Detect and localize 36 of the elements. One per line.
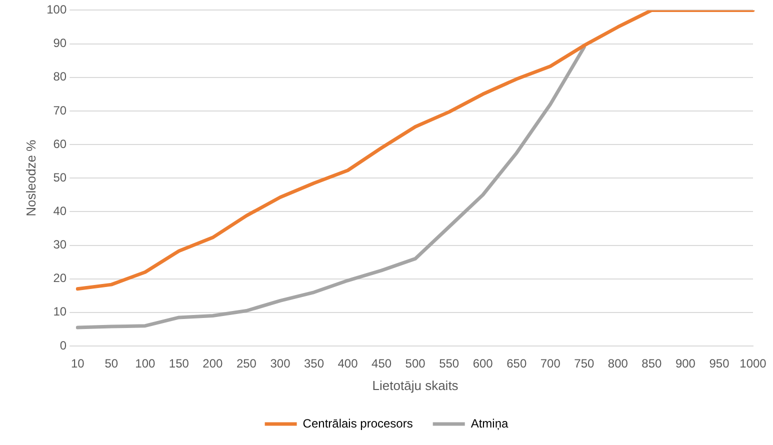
x-tick-label: 950	[709, 356, 730, 371]
y-tick-label: 60	[53, 136, 67, 151]
legend-label: Centrālais procesors	[302, 416, 413, 430]
x-tick-label: 400	[338, 356, 358, 371]
x-tick-label: 450	[372, 356, 392, 371]
x-tick-label: 150	[168, 356, 190, 371]
y-tick-label: 90	[53, 36, 67, 50]
legend-label: Atmiņa	[470, 416, 509, 430]
x-tick-label: 900	[675, 356, 696, 371]
x-tick-label: 200	[202, 356, 224, 371]
x-tick-label: 100	[135, 356, 156, 371]
x-tick-label: 50	[104, 356, 118, 371]
y-tick-label: 80	[53, 70, 67, 84]
y-tick-label: 30	[53, 238, 67, 252]
x-tick-label: 700	[540, 356, 561, 371]
y-tick-label: 20	[53, 271, 67, 286]
x-tick-label: 650	[506, 356, 527, 371]
x-tick-label: 300	[270, 356, 291, 371]
y-axis-title: Nosleodze %	[23, 139, 38, 216]
x-tick-label: 1000	[740, 356, 767, 371]
x-tick-label: 850	[642, 356, 662, 371]
y-tick-label: 100	[46, 2, 67, 17]
y-tick-label: 50	[53, 170, 67, 184]
y-tick-label: 70	[53, 103, 67, 118]
x-tick-label: 800	[608, 356, 628, 371]
y-tick-label: 10	[53, 304, 67, 319]
x-tick-label: 550	[439, 356, 460, 371]
x-tick-label: 250	[236, 356, 257, 371]
y-tick-label: 0	[60, 338, 67, 352]
y-tick-label: 40	[53, 204, 67, 218]
x-axis-title: Lietotāju skaits	[372, 378, 459, 393]
x-tick-label: 500	[405, 356, 426, 371]
x-tick-label: 350	[304, 356, 324, 371]
x-tick-label: 600	[472, 356, 494, 371]
x-tick-label: 750	[574, 356, 594, 371]
x-tick-label: 10	[70, 356, 85, 371]
